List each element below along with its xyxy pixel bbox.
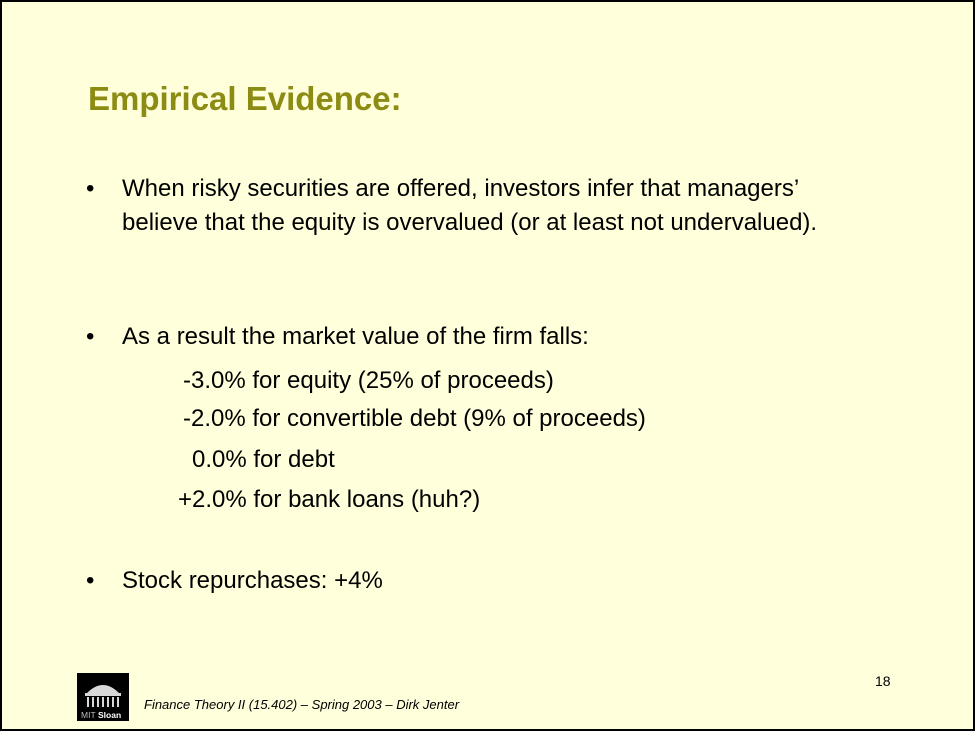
mit-sloan-logo: MIT Sloan [77, 673, 129, 721]
bullet-text: As a result the market value of the firm… [122, 323, 589, 350]
logo-text-mit: MIT [81, 710, 96, 720]
bullet-symbol: • [86, 323, 95, 350]
bullet-symbol: • [86, 567, 95, 594]
sub-line: -2.0% for convertible debt (9% of procee… [183, 405, 646, 432]
sub-line: +2.0% for bank loans (huh?) [178, 486, 481, 513]
bullet-text: When risky securities are offered, inves… [122, 175, 818, 236]
sub-line: 0.0% for debt [192, 446, 335, 473]
sub-line: -3.0% for equity (25% of proceeds) [183, 367, 554, 394]
page-number: 18 [875, 673, 891, 689]
slide-title: Empirical Evidence: [88, 80, 402, 117]
logo-text-sloan: Sloan [98, 710, 121, 720]
bullet-symbol: • [86, 175, 95, 202]
footer-text: Finance Theory II (15.402) – Spring 2003… [144, 697, 460, 712]
bullet-text: Stock repurchases: +4% [122, 567, 383, 594]
mit-dome-icon: MIT Sloan [77, 673, 129, 721]
